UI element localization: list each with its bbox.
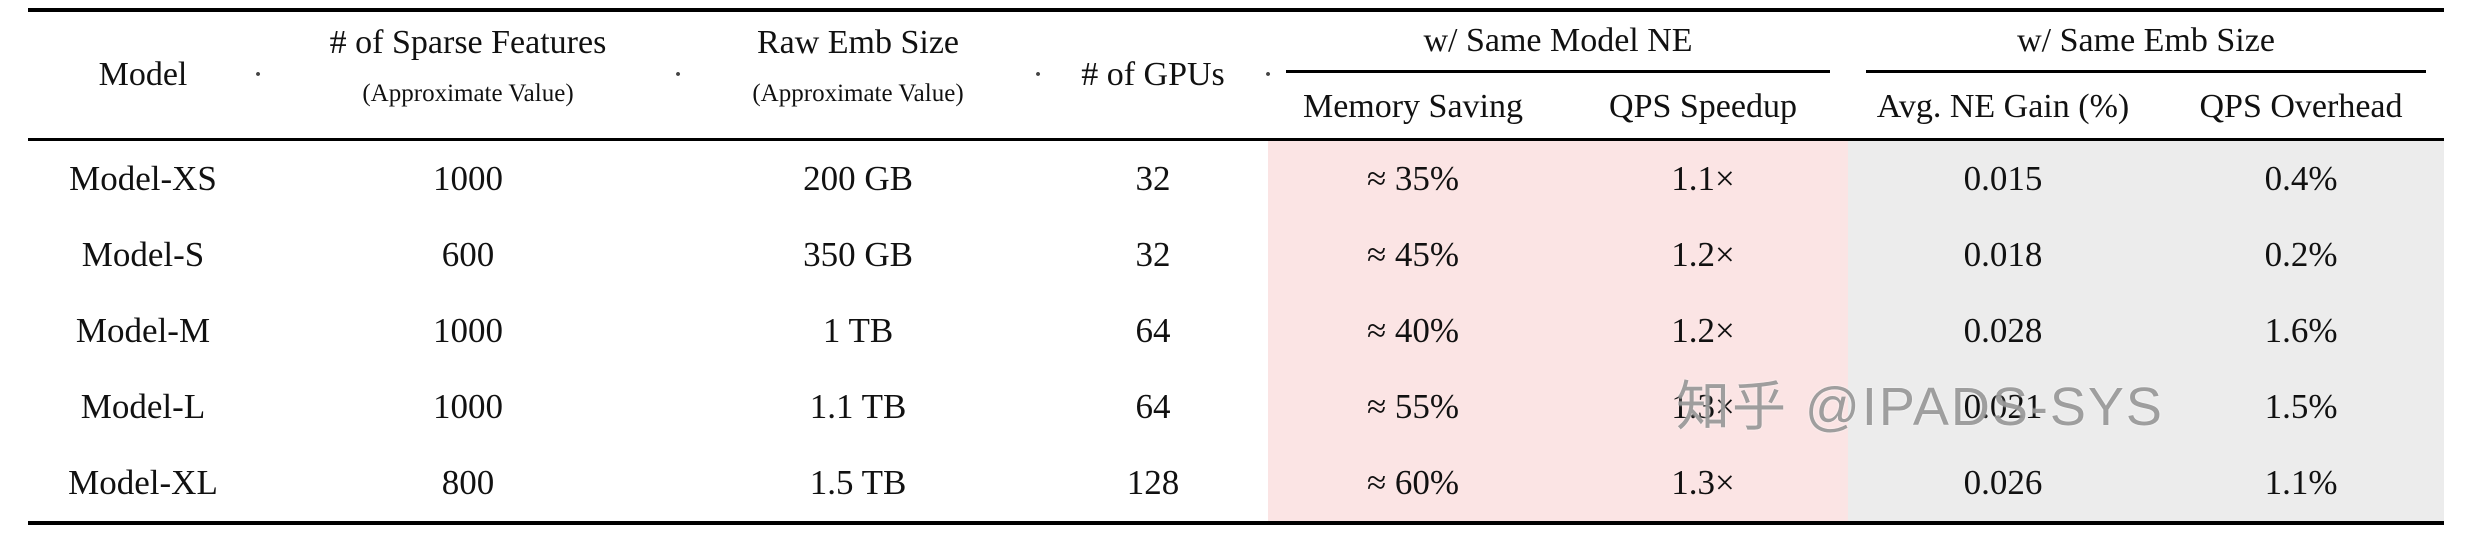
group-header-same-model-ne: w/ Same Model NE: [1268, 10, 1848, 76]
col-header-num-gpus-label: # of GPUs: [1081, 56, 1225, 93]
table-cell: ≈ 40%: [1268, 293, 1558, 369]
table-cell: 1.2×: [1558, 217, 1849, 293]
table-cell: 1000: [433, 387, 503, 426]
table-cell: 1.5%: [2158, 369, 2445, 445]
col-header-sparse-features-label: # of Sparse Features: [329, 24, 607, 61]
table-cell: Model-XS: [69, 159, 217, 198]
table-cell: 600: [441, 235, 495, 274]
col-header-model: Model ·: [28, 10, 264, 140]
col-header-sparse-features-sub: (Approximate Value): [362, 80, 574, 107]
table-cell: Model-M: [75, 311, 211, 350]
col-header-raw-emb-size-sub: (Approximate Value): [752, 80, 964, 107]
table-cell: 1.6%: [2158, 293, 2445, 369]
table-cell: 1.1×: [1558, 139, 1849, 217]
col-header-sparse-features: # of Sparse Features (Approximate Value)…: [258, 10, 684, 140]
table-cell: 0.021: [1848, 369, 2159, 445]
col-header-avg-ne-gain: Avg. NE Gain (%): [1876, 88, 2130, 126]
col-header-raw-emb-size: Raw Emb Size (Approximate Value) ·: [678, 10, 1043, 140]
table-cell: 1 TB: [822, 311, 894, 350]
table-cell: 64: [1135, 311, 1171, 350]
table-cell: 1.3×: [1558, 369, 1849, 445]
group-header-same-emb-size: w/ Same Emb Size: [1848, 10, 2444, 76]
table-cell: 200 GB: [803, 159, 913, 198]
table-body: Model-XS 1000 200 GB 32 ≈ 35% 1.1× 0.015…: [28, 139, 2445, 523]
table-cell: 800: [441, 463, 495, 502]
table-cell: 1.1 TB: [809, 387, 907, 426]
table-header: Model · # of Sparse Features (Approximat…: [28, 10, 2445, 140]
table-cell: 1000: [433, 159, 503, 198]
table-cell: 1.2×: [1558, 293, 1849, 369]
header-group-row: Model · # of Sparse Features (Approximat…: [28, 10, 2444, 107]
table-cell: 0.028: [1848, 293, 2159, 369]
col-header-qps-overhead: QPS Overhead: [2199, 88, 2403, 126]
results-table: Model · # of Sparse Features (Approximat…: [28, 8, 2445, 525]
table-row: Model-XS 1000 200 GB 32 ≈ 35% 1.1× 0.015…: [28, 139, 2445, 217]
table-cell: 1.3×: [1558, 445, 1849, 523]
table-cell: 1000: [433, 311, 503, 350]
header-sub-row: Memory Saving QPS Speedup Avg. NE Gain (…: [28, 76, 2444, 139]
table-cell: 0.015: [1848, 139, 2159, 217]
table-cell: 0.026: [1848, 445, 2159, 523]
table-cell: 0.018: [1848, 217, 2159, 293]
table-row: Model-L 1000 1.1 TB 64 ≈ 55% 1.3× 0.021 …: [28, 369, 2445, 445]
table-cell: 64: [1135, 387, 1171, 426]
table-cell: ≈ 45%: [1268, 217, 1558, 293]
table-cell: 128: [1126, 463, 1180, 502]
table-cell: Model-S: [81, 235, 205, 274]
table-row: Model-M 1000 1 TB 64 ≈ 40% 1.2× 0.028 1.…: [28, 293, 2445, 369]
group-header-same-emb-size-label: w/ Same Emb Size: [1866, 12, 2427, 73]
table-cell: 1.1%: [2158, 445, 2445, 523]
table-cell: 0.4%: [2158, 139, 2445, 217]
table-row: Model-S 600 350 GB 32 ≈ 45% 1.2× 0.018 0…: [28, 217, 2445, 293]
col-header-model-label: Model: [98, 56, 188, 93]
col-header-num-gpus: # of GPUs ·: [1038, 10, 1273, 140]
table-cell: Model-L: [80, 387, 206, 426]
table-cell: ≈ 35%: [1268, 139, 1558, 217]
col-header-raw-emb-size-label: Raw Emb Size: [756, 24, 960, 61]
table-cell: Model-XL: [68, 463, 218, 502]
col-header-memory-saving: Memory Saving: [1302, 88, 1524, 126]
table-cell: ≈ 55%: [1268, 369, 1558, 445]
table-cell: ≈ 60%: [1268, 445, 1558, 523]
col-header-qps-speedup: QPS Speedup: [1609, 88, 1797, 126]
table-cell: 32: [1135, 235, 1171, 274]
table-cell: 1.5 TB: [809, 463, 907, 502]
table-cell: 0.2%: [2158, 217, 2445, 293]
table-cell: 32: [1135, 159, 1171, 198]
group-header-same-model-ne-label: w/ Same Model NE: [1286, 12, 1831, 73]
table-row: Model-XL 800 1.5 TB 128 ≈ 60% 1.3× 0.026…: [28, 445, 2445, 523]
table-cell: 350 GB: [803, 235, 913, 274]
